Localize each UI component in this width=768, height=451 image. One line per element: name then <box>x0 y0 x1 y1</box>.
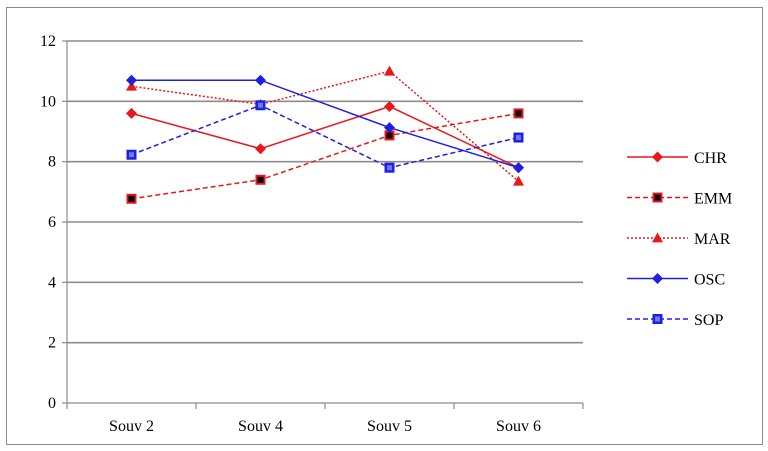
data-point-sop-inner <box>258 102 263 108</box>
data-point-mar <box>513 175 524 186</box>
data-point-chr <box>384 100 395 112</box>
data-point-sop-inner <box>516 135 521 141</box>
x-tick-label: Souv 6 <box>496 418 541 435</box>
data-point-sop-inner <box>129 152 134 158</box>
data-point-mar <box>384 65 395 76</box>
data-point-chr <box>126 107 137 119</box>
legend-marker-osc <box>652 273 663 284</box>
series-line-osc <box>131 79 519 169</box>
legend-marker-mar <box>652 232 663 243</box>
legend-marker-chr <box>652 151 663 163</box>
x-tick-label: Souv 2 <box>109 418 154 435</box>
data-point-chr <box>255 143 266 155</box>
data-point-sop-inner <box>387 165 392 171</box>
legend-marker-sop-inner <box>655 316 660 322</box>
legend-label-mar: MAR <box>694 231 731 248</box>
legend-label-osc: OSC <box>694 272 725 289</box>
data-point-emm <box>384 130 395 141</box>
data-point-sop <box>255 100 266 111</box>
series-line-chr <box>131 105 519 169</box>
legend-label-sop: SOP <box>694 312 723 329</box>
legend-marker-sop <box>652 314 663 324</box>
y-tick-label: 10 <box>40 93 56 110</box>
y-tick-label: 6 <box>48 214 56 231</box>
data-point-osc <box>384 122 395 134</box>
data-point-osc <box>126 74 137 86</box>
y-tick-label: 4 <box>48 274 56 291</box>
x-tick-label: Souv 4 <box>238 418 283 435</box>
y-tick-label: 0 <box>48 395 56 412</box>
y-tick-label: 12 <box>40 33 56 50</box>
data-point-emm-inner <box>257 176 264 183</box>
data-point-emm <box>255 174 266 185</box>
data-point-osc <box>255 74 266 86</box>
legend-label-chr: CHR <box>694 150 727 167</box>
data-point-sop <box>513 132 524 143</box>
data-point-emm-inner <box>515 110 522 117</box>
legend-marker-emm-inner <box>654 194 661 201</box>
data-point-sop <box>126 149 137 160</box>
data-point-emm <box>126 193 137 204</box>
series-line-mar <box>131 70 519 182</box>
legend-marker-emm <box>652 192 663 203</box>
y-tick-label: 2 <box>48 335 56 352</box>
legend-label-emm: EMM <box>694 191 732 208</box>
data-point-sop <box>384 162 395 173</box>
data-point-osc <box>513 162 524 174</box>
y-tick-label: 8 <box>48 154 56 171</box>
data-point-emm-inner <box>386 132 393 139</box>
data-point-emm <box>513 108 524 119</box>
x-tick-label: Souv 5 <box>367 418 412 435</box>
series-line-emm <box>131 112 519 200</box>
data-point-emm-inner <box>128 195 135 202</box>
series-line-sop <box>131 104 519 169</box>
